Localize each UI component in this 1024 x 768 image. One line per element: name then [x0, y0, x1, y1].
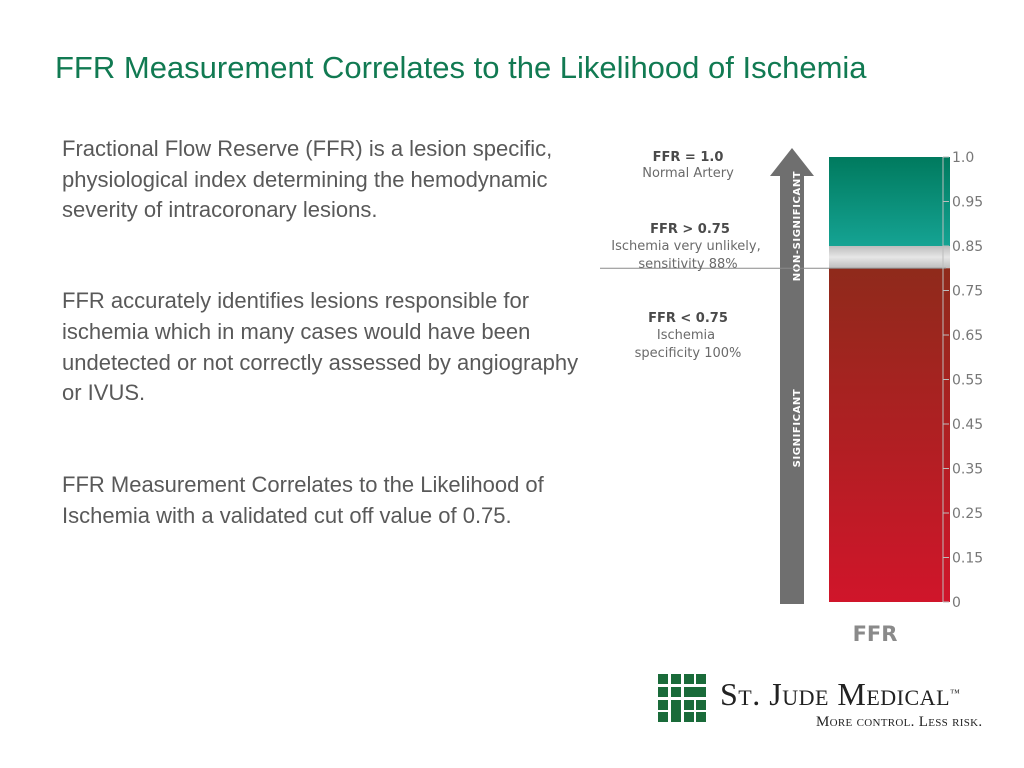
- y-tick-label: 0.15: [952, 551, 983, 567]
- annotation-ischemia: FFR < 0.75 Ischemia specificity 100%: [635, 311, 742, 361]
- bar-zone-significant: [829, 268, 950, 602]
- y-tick-label: 0: [952, 595, 961, 611]
- annotation-ischemia-line-1: Ischemia: [657, 328, 715, 343]
- ffr-chart: NON-SIGNIFICANT SIGNIFICANT 1.0 0.95 0.85 0…: [600, 138, 1000, 658]
- y-tick-label: 0.35: [952, 462, 983, 478]
- bar-zone-gray: [829, 246, 950, 269]
- annotation-ischemia-title: FFR < 0.75: [648, 311, 728, 326]
- ffr-chart-svg: NON-SIGNIFICANT SIGNIFICANT 1.0 0.95 0.85 0…: [600, 148, 983, 646]
- logo-name: St. Jude Medical™: [720, 678, 960, 710]
- paragraph-ffr-cutoff: FFR Measurement Correlates to the Likeli…: [62, 471, 544, 528]
- annotation-unlikely-title: FFR > 0.75: [650, 222, 730, 237]
- annotation-normal-artery-title: FFR = 1.0: [653, 150, 724, 165]
- annotation-ischemia-line-2: specificity 100%: [635, 346, 742, 361]
- arrow-label-non-significant: NON-SIGNIFICANT: [792, 171, 803, 281]
- annotation-ischemia-unlikely: FFR > 0.75 Ischemia very unlikely, sensi…: [611, 222, 760, 272]
- company-logo: St. Jude Medical™ More control. Less ris…: [658, 674, 988, 734]
- logo-trademark: ™: [950, 688, 961, 699]
- annotation-unlikely-line-1: Ischemia very unlikely,: [611, 239, 760, 254]
- logo-grid-icon: [658, 674, 706, 722]
- y-tick-label: 0.95: [952, 195, 983, 211]
- y-tick-label: 0.55: [952, 373, 983, 389]
- y-tick-label: 0.45: [952, 417, 983, 433]
- y-axis-ticks: 1.0 0.95 0.85 0.75 0.65 0.55 0.45 0.35 0.25 0.15 0: [943, 150, 983, 611]
- annotation-normal-artery: FFR = 1.0 Normal Artery: [642, 150, 734, 181]
- x-axis-title: FFR: [853, 622, 898, 646]
- logo-tagline: More control. Less risk.: [816, 714, 983, 730]
- y-tick-label: 0.25: [952, 506, 983, 522]
- y-tick-label: 1.0: [952, 150, 974, 166]
- body-text: Fractional Flow Reserve (FFR) is a lesio…: [62, 134, 592, 531]
- paragraph-ffr-accuracy: FFR accurately identifies lesions respon…: [62, 288, 579, 406]
- paragraph-ffr-definition: Fractional Flow Reserve (FFR) is a lesio…: [62, 136, 553, 223]
- y-tick-label: 0.65: [952, 328, 983, 344]
- y-tick-label: 0.75: [952, 284, 983, 300]
- logo-name-text: St. Jude Medical: [720, 676, 951, 712]
- slide-title: FFR Measurement Correlates to the Likeli…: [55, 50, 867, 85]
- y-tick-label: 0.85: [952, 239, 983, 255]
- annotation-unlikely-line-2: sensitivity 88%: [638, 257, 737, 272]
- arrow-shape: [770, 148, 814, 604]
- bar-zone-non-significant: [829, 157, 950, 246]
- annotation-normal-artery-line: Normal Artery: [642, 166, 734, 181]
- arrow-label-significant: SIGNIFICANT: [792, 389, 803, 468]
